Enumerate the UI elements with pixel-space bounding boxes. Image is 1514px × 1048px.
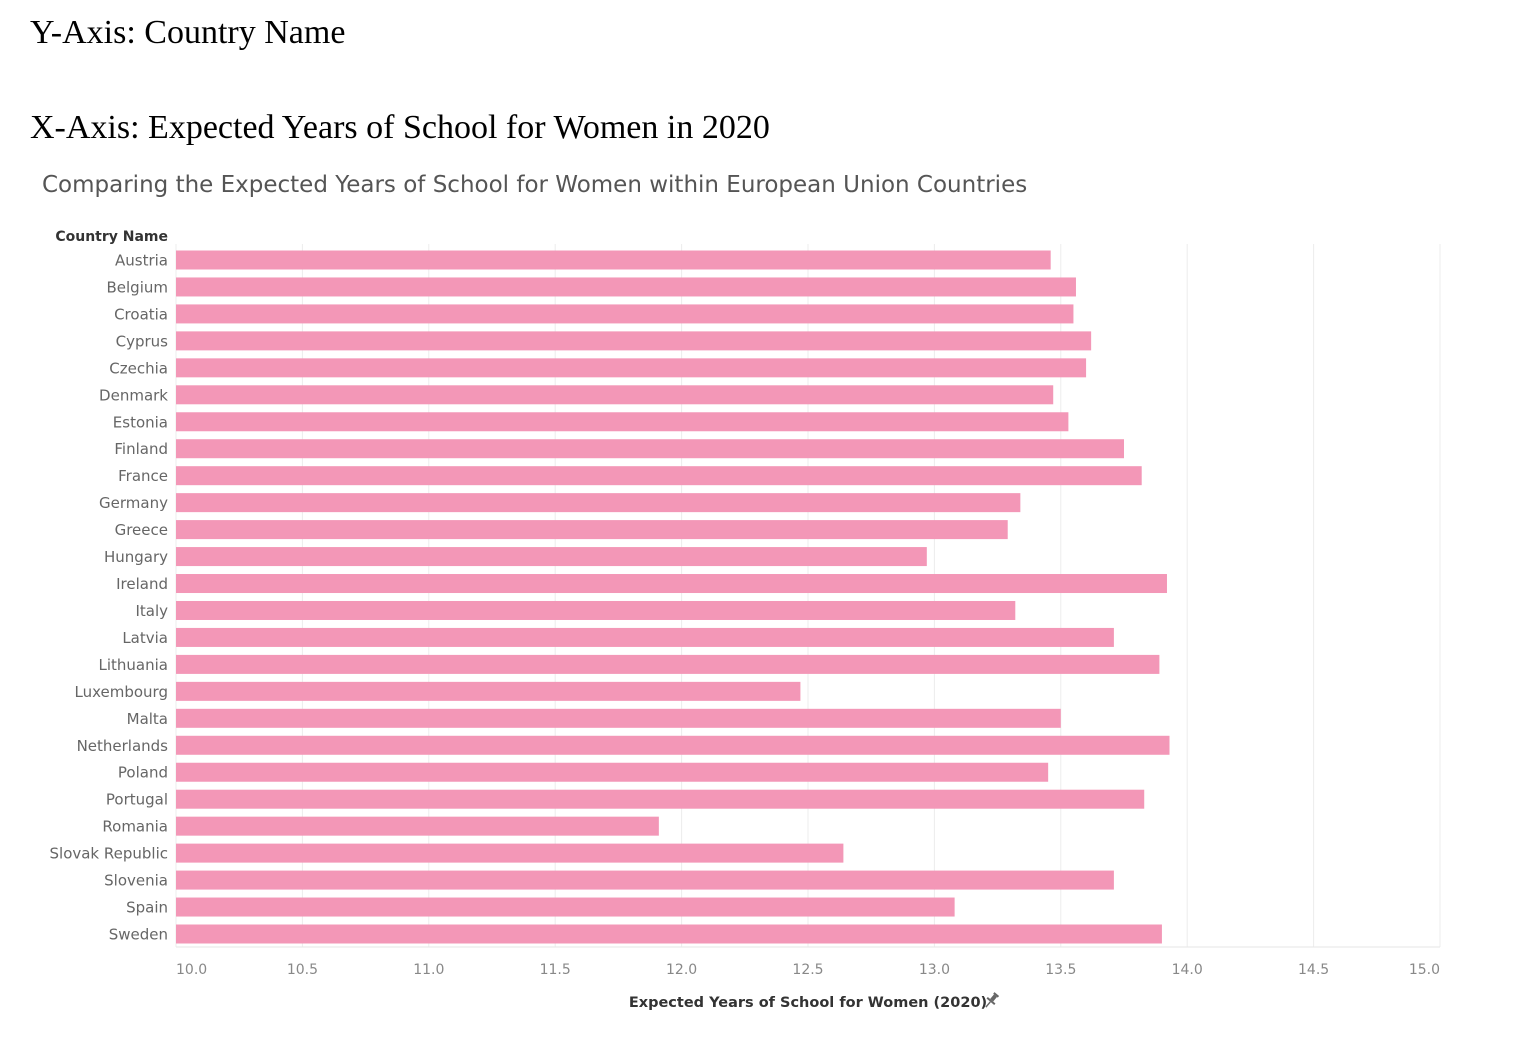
bar <box>176 708 1061 728</box>
category-label: Finland <box>114 440 168 458</box>
bar <box>176 520 1008 540</box>
bar <box>176 385 1054 405</box>
category-label: Slovenia <box>104 872 168 890</box>
category-label: Austria <box>115 252 168 270</box>
bar <box>176 493 1021 513</box>
category-label: Romania <box>102 818 168 836</box>
bar <box>176 331 1092 351</box>
category-label: Malta <box>127 710 168 728</box>
x-axis-heading: X-Axis: Expected Years of School for Wom… <box>30 109 770 146</box>
bar <box>176 358 1087 378</box>
category-label: Lithuania <box>99 656 168 674</box>
x-tick-label: 12.0 <box>666 962 697 978</box>
category-label: France <box>118 467 168 485</box>
bar <box>176 816 659 836</box>
bar <box>176 843 844 863</box>
category-label: Denmark <box>99 386 168 404</box>
category-label: Portugal <box>106 791 168 809</box>
bar <box>176 789 1145 809</box>
category-label: Croatia <box>114 305 168 323</box>
category-label: Cyprus <box>116 332 169 350</box>
bar <box>176 304 1074 324</box>
category-label: Sweden <box>109 926 168 944</box>
category-label: Hungary <box>104 548 168 566</box>
x-tick-label: 12.5 <box>792 962 823 978</box>
x-tick-label: 14.0 <box>1172 962 1203 978</box>
bar <box>176 574 1167 594</box>
chart-title: Comparing the Expected Years of School f… <box>42 172 1028 198</box>
bar <box>176 654 1160 674</box>
category-label: Poland <box>118 764 168 782</box>
category-label: Czechia <box>109 359 168 377</box>
x-tick-label: 13.5 <box>1045 962 1076 978</box>
bar <box>176 762 1049 782</box>
x-axis-label: Expected Years of School for Women (2020… <box>629 995 987 1011</box>
x-tick-label: 13.0 <box>919 962 950 978</box>
bar <box>176 924 1162 944</box>
y-axis-label: Country Name <box>55 229 168 245</box>
bar <box>176 412 1069 432</box>
category-label: Netherlands <box>77 737 169 755</box>
category-label: Greece <box>115 521 168 539</box>
x-tick-label: 10.5 <box>287 962 318 978</box>
x-tick-label: 10.0 <box>176 962 207 978</box>
bar <box>176 681 801 701</box>
category-label: Ireland <box>116 575 168 593</box>
category-label: Germany <box>99 494 168 512</box>
category-label: Luxembourg <box>75 683 169 701</box>
category-label: Spain <box>126 899 168 917</box>
bar <box>176 870 1114 890</box>
y-axis-heading: Y-Axis: Country Name <box>30 14 346 51</box>
bar <box>176 277 1076 297</box>
x-tick-label: 11.5 <box>540 962 571 978</box>
category-label: Latvia <box>122 629 168 647</box>
bar <box>176 250 1051 270</box>
pin-icon[interactable] <box>982 991 1000 1011</box>
x-tick-label: 14.5 <box>1298 962 1329 978</box>
x-tick-label: 11.0 <box>413 962 444 978</box>
bar <box>176 547 927 567</box>
category-label: Italy <box>135 602 168 620</box>
category-label: Slovak Republic <box>50 845 169 863</box>
bar <box>176 897 955 917</box>
bar <box>176 627 1114 647</box>
x-tick-label: 15.0 <box>1409 962 1440 978</box>
bar <box>176 439 1124 459</box>
category-label: Belgium <box>107 278 169 296</box>
bar <box>176 600 1016 620</box>
category-label: Estonia <box>113 413 168 431</box>
bar <box>176 466 1142 486</box>
bar <box>176 735 1170 755</box>
